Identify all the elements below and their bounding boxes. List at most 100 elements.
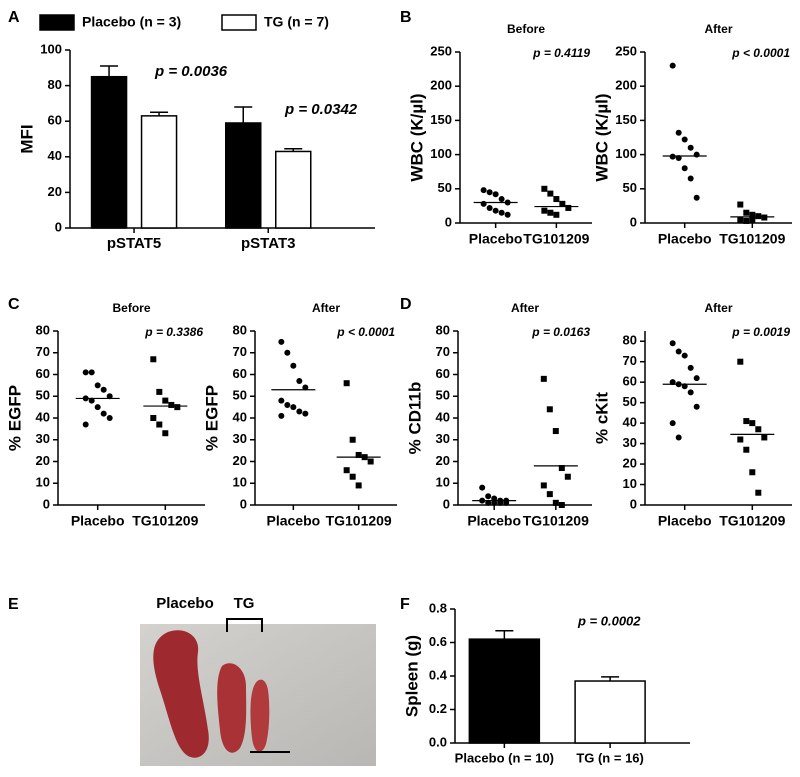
x-tick-label: pSTAT5 <box>107 235 161 252</box>
y-tick-label: 40 <box>36 409 50 424</box>
point <box>749 469 756 476</box>
y-tick-label: 70 <box>36 344 50 359</box>
point <box>540 482 547 489</box>
x-tick-label: Placebo (n = 10) <box>455 750 554 765</box>
point <box>675 348 682 355</box>
point <box>491 499 498 506</box>
point <box>486 189 493 196</box>
x-tick-label: TG101209 <box>523 231 589 247</box>
y-tick-label: 80 <box>36 322 50 337</box>
point <box>349 473 356 480</box>
panel-label: F <box>400 596 410 613</box>
point <box>565 204 572 211</box>
y-tick-label: 100 <box>40 41 62 56</box>
y-tick-label: 0.0 <box>429 734 447 749</box>
y-tick-label: 70 <box>623 353 637 368</box>
chart-title: After <box>704 301 732 315</box>
p-value: p = 0.0002 <box>577 613 641 628</box>
p-value: p = 0.0163 <box>531 325 590 339</box>
chart-title: Before <box>507 22 545 36</box>
point <box>749 216 756 223</box>
point <box>761 214 768 221</box>
p-value: p = 0.3386 <box>144 325 203 339</box>
y-tick-label: 80 <box>48 77 62 92</box>
point <box>540 375 547 382</box>
point <box>755 213 762 220</box>
p-value: p < 0.0001 <box>336 325 395 339</box>
panel-label: C <box>8 296 20 313</box>
chart-title: After <box>511 301 539 315</box>
point <box>737 358 744 365</box>
y-tick-label: 0.2 <box>429 701 447 716</box>
point <box>156 421 163 428</box>
y-tick-label: 30 <box>36 431 50 446</box>
p-value: p = 0.0019 <box>731 325 790 339</box>
chart-title: Before <box>112 301 150 315</box>
y-tick-label: 50 <box>623 394 637 409</box>
y-tick-label: 0 <box>443 496 450 511</box>
chart-title: After <box>704 22 732 36</box>
point <box>100 410 107 417</box>
point <box>503 499 510 506</box>
y-tick-label: 20 <box>436 453 450 468</box>
y-tick-label: 50 <box>623 180 637 195</box>
point <box>552 499 559 506</box>
point <box>743 209 750 216</box>
point <box>737 216 744 223</box>
point <box>367 458 374 465</box>
y-tick-label: 70 <box>233 344 247 359</box>
chart-title: After <box>312 301 340 315</box>
point <box>355 482 362 489</box>
point <box>156 388 163 395</box>
panel-label: E <box>8 596 19 613</box>
point <box>150 356 157 363</box>
point <box>743 217 750 224</box>
x-tick-label: TG101209 <box>719 231 785 247</box>
y-tick-label: 100 <box>615 146 637 161</box>
point <box>693 194 700 201</box>
point <box>290 362 297 369</box>
y-tick-label: 40 <box>436 409 450 424</box>
panel-label: D <box>400 296 412 313</box>
bar <box>140 115 178 229</box>
y-axis-label: % EGFP <box>5 385 24 451</box>
point <box>558 465 565 472</box>
point <box>675 434 682 441</box>
point <box>541 207 548 214</box>
point <box>94 404 101 411</box>
legend-label: TG (n = 7) <box>264 14 329 30</box>
y-tick-label: 20 <box>36 453 50 468</box>
p-value: p = 0.0342 <box>284 101 358 118</box>
photo-label: Placebo <box>156 595 214 612</box>
point <box>553 196 560 203</box>
point <box>669 62 676 69</box>
y-tick-label: 50 <box>438 180 452 195</box>
y-axis-label: WBC (K/µl) <box>407 93 426 181</box>
y-tick-label: 0 <box>240 496 247 511</box>
point <box>278 412 285 419</box>
point <box>681 136 688 143</box>
point <box>749 211 756 218</box>
y-tick-label: 0 <box>630 214 637 229</box>
y-tick-label: 200 <box>430 78 452 93</box>
point <box>82 421 89 428</box>
point <box>497 499 504 506</box>
y-tick-label: 250 <box>615 43 637 58</box>
spleen <box>217 663 247 753</box>
y-tick-label: 0 <box>43 496 50 511</box>
point <box>162 397 169 404</box>
p-value: p < 0.0001 <box>731 46 790 60</box>
x-tick-label: Placebo <box>658 513 712 529</box>
y-tick-label: 50 <box>233 388 247 403</box>
point <box>82 369 89 376</box>
point <box>547 209 554 216</box>
y-tick-label: 60 <box>233 366 247 381</box>
y-tick-label: 40 <box>623 415 637 430</box>
point <box>290 404 297 411</box>
point <box>485 499 492 506</box>
x-tick-label: TG (n = 16) <box>576 750 644 765</box>
bar <box>225 122 262 229</box>
point <box>296 408 303 415</box>
y-tick-label: 30 <box>233 431 247 446</box>
point <box>498 196 505 203</box>
